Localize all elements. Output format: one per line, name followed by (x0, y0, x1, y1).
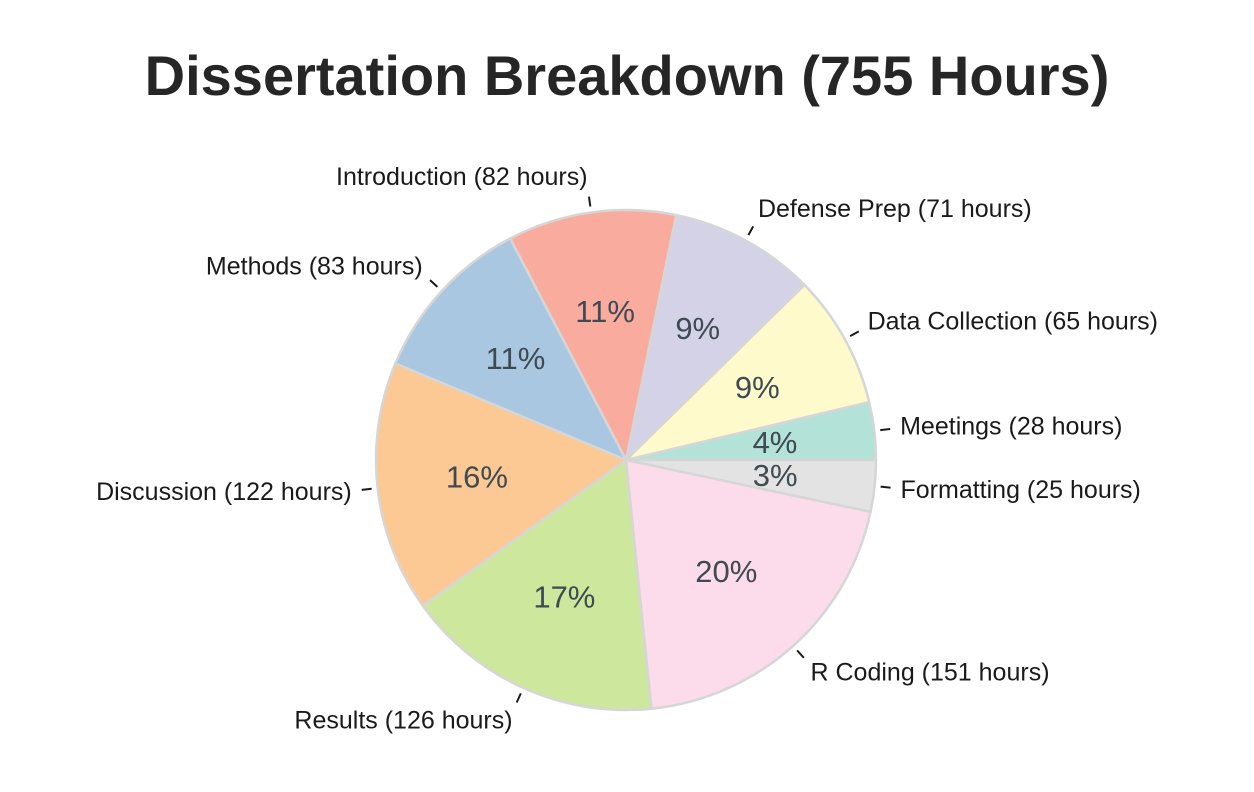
pie-slice-discussion (374, 361, 629, 608)
category-label-formatting: Formatting (25 hours) (901, 476, 1141, 504)
chart-title: Dissertation Breakdown (755 Hours) (144, 44, 1110, 107)
pie-slice-r-coding (624, 458, 873, 711)
tick-formatting (880, 485, 891, 489)
pct-label-results: 17% (533, 579, 595, 614)
category-label-methods: Methods (83 hours) (206, 253, 423, 281)
pct-label-introduction: 11% (575, 294, 635, 329)
pct-label-methods: 11% (486, 341, 546, 376)
category-label-r-coding: R Coding (151 hours) (811, 659, 1050, 687)
tick-discussion (361, 487, 372, 491)
pie-slice-results (421, 457, 653, 712)
pct-label-meetings: 4% (753, 425, 798, 460)
tick-defense-prep (747, 225, 755, 236)
pct-label-r-coding: 20% (695, 554, 757, 589)
pie-slice-data-collection (621, 283, 871, 463)
pie-labels: 4% Meetings (28 hours) 9% Data Collection (… (96, 163, 1158, 735)
tick-introduction (587, 196, 592, 207)
tick-methods (429, 279, 439, 288)
tick-r-coding (796, 649, 805, 659)
pct-label-discussion: 16% (446, 459, 508, 494)
pie-slice-introduction (508, 208, 678, 464)
category-label-results: Results (126 hours) (294, 707, 512, 735)
tick-meetings (880, 428, 891, 432)
category-label-discussion: Discussion (122 hours) (96, 478, 352, 506)
pie-slice-formatting (625, 458, 878, 514)
tick-data-collection (849, 330, 860, 338)
category-label-data-collection: Data Collection (65 hours) (868, 308, 1158, 336)
pct-label-formatting: 3% (753, 458, 798, 493)
pct-label-data-collection: 9% (735, 370, 780, 405)
category-label-meetings: Meetings (28 hours) (900, 413, 1122, 441)
pie-slices (374, 208, 878, 712)
pct-label-defense-prep: 9% (675, 311, 720, 346)
pie-slice-methods (393, 236, 629, 463)
tick-results (515, 692, 522, 703)
category-label-introduction: Introduction (82 hours) (336, 163, 588, 191)
category-label-defense-prep: Defense Prep (71 hours) (758, 195, 1032, 223)
pie-slice-defense-prep (623, 213, 807, 464)
